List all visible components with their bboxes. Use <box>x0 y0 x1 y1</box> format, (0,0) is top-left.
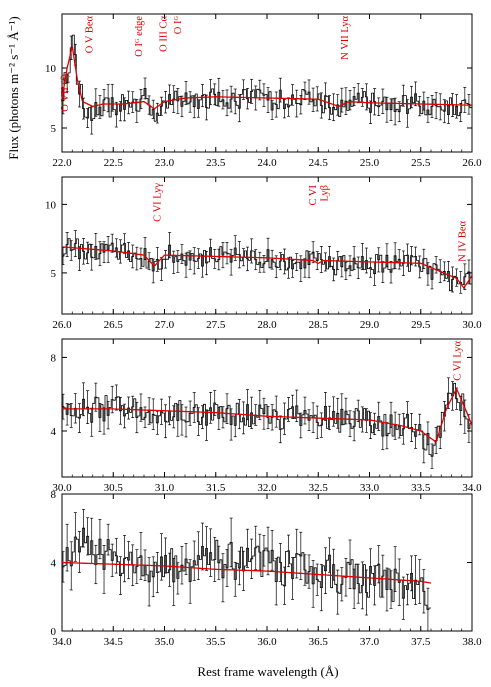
data-histogram <box>62 527 431 610</box>
data-histogram <box>62 382 472 457</box>
x-tick-label: 30.5 <box>104 482 124 494</box>
y-tick-label: 8 <box>51 352 57 364</box>
x-tick-label: 33.0 <box>360 482 380 494</box>
x-tick-label: 34.5 <box>104 636 124 648</box>
x-axis-title: Rest frame wavelength (Å) <box>197 664 338 679</box>
y-tick-label: 10 <box>45 199 57 211</box>
x-tick-label: 24.5 <box>309 157 329 169</box>
model-curve <box>62 561 432 584</box>
y-tick-label: 5 <box>51 123 57 135</box>
x-tick-label: 26.0 <box>462 157 482 169</box>
x-tick-label: 27.0 <box>155 319 175 331</box>
x-tick-label: 24.0 <box>257 157 277 169</box>
line-annotation: O VII (f) <box>60 74 71 112</box>
line-annotation: O Iᴳ <box>173 16 184 35</box>
panel-1: 22.0 22.5 23.0 23.5 24.0 24.5 25.0 25.5 26.0510O… <box>45 13 482 169</box>
y-tick-label: 4 <box>51 426 57 438</box>
data-histogram <box>62 34 472 122</box>
x-tick-label: 38.0 <box>462 636 482 648</box>
panel-4: 34.0 34.5 35.0 35.5 36.0 36.5 37.0 37.5 38.0 0 4 8 <box>51 489 483 648</box>
line-annotation: O III Cα <box>159 16 170 52</box>
x-tick-label: 27.5 <box>206 319 226 331</box>
x-tick-label: 25.5 <box>411 157 431 169</box>
x-tick-label: 34.0 <box>52 636 72 648</box>
x-tick-label: 31.0 <box>155 482 175 494</box>
x-tick-label: 23.5 <box>206 157 226 169</box>
panel-2: 26.0 26.5 27.0 27.5 28.0 28.5 29.0 29.5 30.0 5 10 C… <box>45 176 482 331</box>
x-tick-label: 26.0 <box>52 319 72 331</box>
line-annotation: Lyβ <box>319 185 330 201</box>
model-curve <box>62 246 472 290</box>
x-tick-label: 35.5 <box>206 636 226 648</box>
x-tick-label: 29.5 <box>411 319 431 331</box>
data-series <box>62 34 472 135</box>
x-tick-label: 30.0 <box>462 319 482 331</box>
y-tick-label: 4 <box>51 558 57 570</box>
x-tick-label: 22.0 <box>52 157 72 169</box>
line-annotation: O Iᴳ edge <box>134 16 145 57</box>
data-series <box>62 230 472 294</box>
y-tick-label: 5 <box>51 268 57 280</box>
data-series <box>62 509 431 631</box>
y-axis-title: Flux (photons m⁻² s⁻¹ Å⁻¹) <box>6 16 21 160</box>
x-tick-label: 34.0 <box>462 482 482 494</box>
x-tick-label: 32.0 <box>257 482 277 494</box>
line-annotation: N VII Lyα <box>340 16 351 60</box>
x-tick-label: 28.5 <box>309 319 329 331</box>
panel-3: 30.0 30.5 31.0 31.5 32.0 32.5 33.0 33.5 34.0 4 8 C … <box>51 338 482 494</box>
x-tick-label: 36.5 <box>309 636 329 648</box>
x-tick-label: 22.5 <box>104 157 124 169</box>
x-tick-label: 37.5 <box>411 636 431 648</box>
x-tick-label: 35.0 <box>155 636 175 648</box>
line-annotation: C VI Lyα <box>453 341 464 381</box>
y-tick-label: 10 <box>45 63 57 75</box>
x-tick-label: 31.5 <box>206 482 226 494</box>
x-tick-label: 36.0 <box>257 636 277 648</box>
x-tick-label: 33.5 <box>411 482 431 494</box>
y-tick-label: 8 <box>51 489 57 501</box>
line-annotation: C VI Lyγ <box>152 183 163 222</box>
line-annotation: C VI <box>308 185 319 206</box>
line-annotation: N IV Beα <box>458 221 469 262</box>
y-tick-label: 0 <box>51 626 57 638</box>
x-tick-label: 23.0 <box>155 157 175 169</box>
line-annotation: O V Beα <box>85 16 96 54</box>
x-tick-label: 25.0 <box>360 157 380 169</box>
plot-frame <box>61 13 473 153</box>
x-tick-label: 30.0 <box>52 482 72 494</box>
plot-frame <box>61 176 473 315</box>
x-tick-label: 26.5 <box>104 319 124 331</box>
x-tick-label: 32.5 <box>309 482 329 494</box>
x-tick-label: 37.0 <box>360 636 380 648</box>
model-curve <box>62 46 472 110</box>
x-tick-label: 29.0 <box>360 319 380 331</box>
x-tick-label: 28.0 <box>257 319 277 331</box>
model-curve <box>62 387 472 444</box>
data-series <box>62 377 472 469</box>
